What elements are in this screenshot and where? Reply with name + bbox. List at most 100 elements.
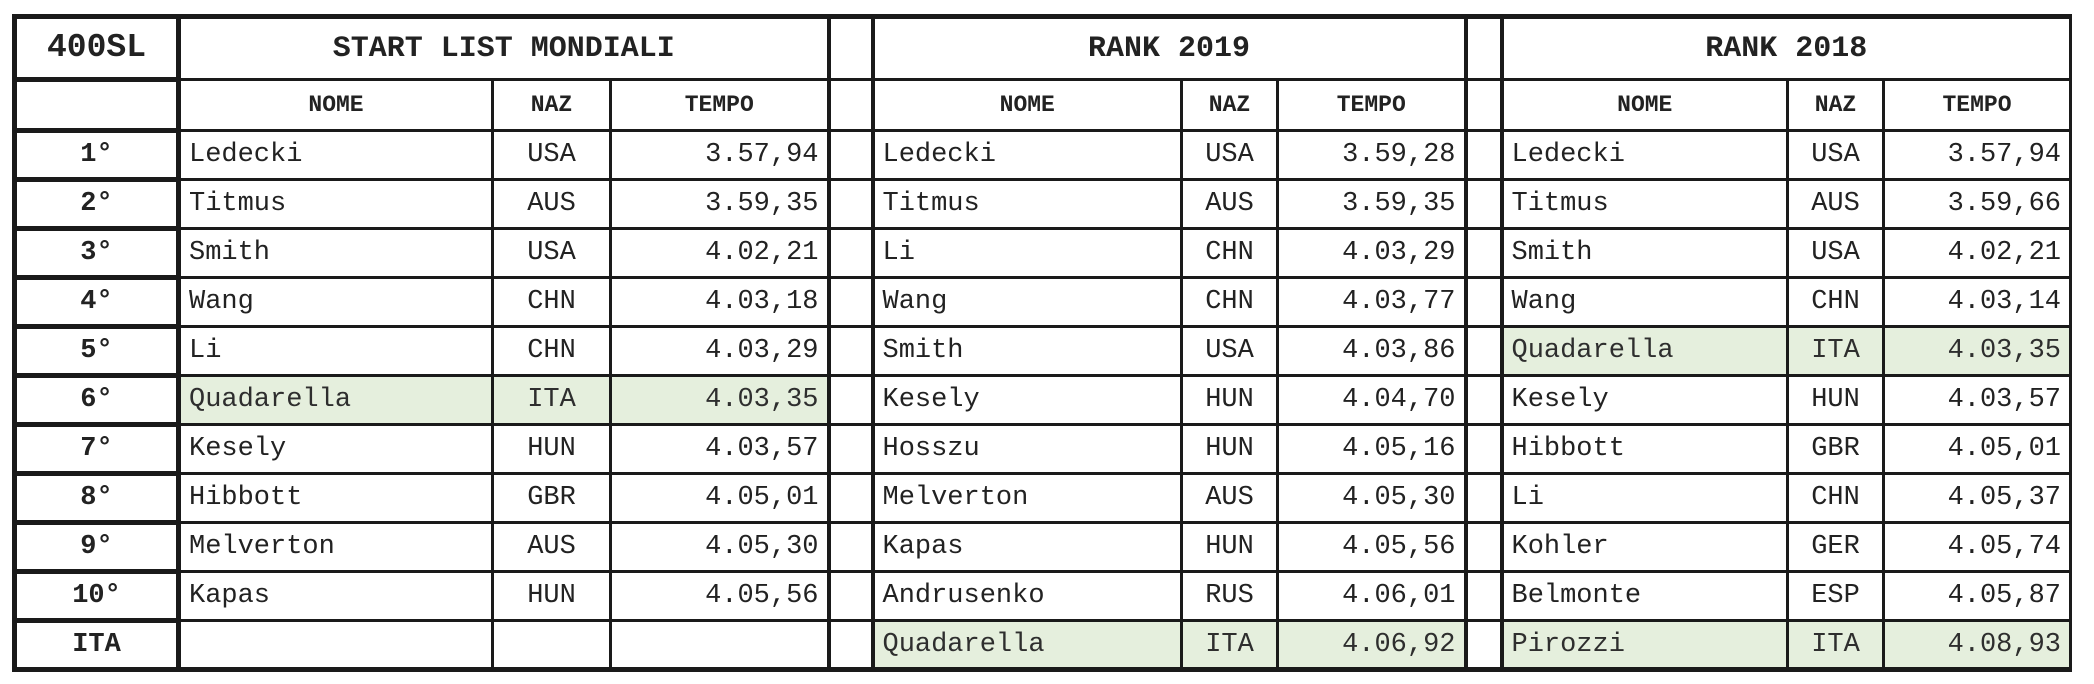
rank2018-tempo-cell: 4.03,57 xyxy=(1882,374,2072,426)
rank2019-nome-cell: Titmus xyxy=(871,178,1183,230)
rank2018-nome-cell: Kohler xyxy=(1500,521,1789,573)
separator-cell xyxy=(1463,129,1504,181)
rank2019-naz-cell: HUN xyxy=(1180,423,1279,475)
rank2018-naz-cell: GER xyxy=(1786,521,1885,573)
rank2019-tempo-cell: 4.05,16 xyxy=(1276,423,1467,475)
rank2018-tempo-cell: 4.05,01 xyxy=(1882,423,2072,475)
rank2018-tempo-cell: 4.02,21 xyxy=(1882,227,2072,279)
rank2018-nome-cell: Pirozzi xyxy=(1500,619,1789,672)
start-tempo-cell: 3.57,94 xyxy=(609,129,830,181)
separator-cell xyxy=(826,227,875,279)
rank2018-naz-cell: HUN xyxy=(1786,374,1885,426)
separator-cell xyxy=(826,78,875,132)
separator-cell xyxy=(1463,178,1504,230)
rank2019-nome-cell: Kapas xyxy=(871,521,1183,573)
start-naz-cell: HUN xyxy=(491,570,612,622)
start-naz-cell: ITA xyxy=(491,374,612,426)
rank2018-naz-cell: CHN xyxy=(1786,276,1885,328)
header-naz-2019: NAZ xyxy=(1180,78,1279,132)
section-title-start-list: START LIST MONDIALI xyxy=(177,14,830,81)
rank2019-nome-cell: Quadarella xyxy=(871,619,1183,672)
header-nome-start: NOME xyxy=(177,78,494,132)
header-naz-start: NAZ xyxy=(491,78,612,132)
header-nome-2019: NOME xyxy=(871,78,1183,132)
separator-cell xyxy=(1463,619,1504,672)
start-tempo-cell: 4.03,57 xyxy=(609,423,830,475)
position-cell: 3° xyxy=(12,226,181,280)
start-tempo-cell xyxy=(609,619,830,672)
rank2019-nome-cell: Smith xyxy=(871,325,1183,377)
table-row: 10° Kapas HUN 4.05,56 Andrusenko RUS 4.06,01 Be… xyxy=(12,569,2072,623)
rank2018-nome-cell: Smith xyxy=(1500,227,1789,279)
rank2018-nome-cell: Hibbott xyxy=(1500,423,1789,475)
rank2018-nome-cell: Belmonte xyxy=(1500,570,1789,622)
separator-cell xyxy=(826,374,875,426)
table-row: ITA Quadarella ITA 4.06,92 Pirozzi ITA 4.08,93 xyxy=(12,618,2072,672)
header-nome-2018: NOME xyxy=(1500,78,1789,132)
rank2019-tempo-cell: 4.06,92 xyxy=(1276,619,1467,672)
rank2019-nome-cell: Kesely xyxy=(871,374,1183,426)
rank2019-naz-cell: USA xyxy=(1180,129,1279,181)
position-cell: 4° xyxy=(12,275,181,329)
start-nome-cell: Kapas xyxy=(177,570,494,622)
rank2019-naz-cell: RUS xyxy=(1180,570,1279,622)
start-tempo-cell: 4.03,29 xyxy=(609,325,830,377)
rank2018-naz-cell: ESP xyxy=(1786,570,1885,622)
rank2018-tempo-cell: 3.59,66 xyxy=(1882,178,2072,230)
rank2018-nome-cell: Titmus xyxy=(1500,178,1789,230)
header-row: NOME NAZ TEMPO NOME NAZ TEMPO NOME NAZ T… xyxy=(12,77,2072,133)
start-naz-cell: USA xyxy=(491,129,612,181)
rank2019-tempo-cell: 4.04,70 xyxy=(1276,374,1467,426)
start-nome-cell: Melverton xyxy=(177,521,494,573)
start-nome-cell: Kesely xyxy=(177,423,494,475)
rank2019-naz-cell: AUS xyxy=(1180,472,1279,524)
separator-cell xyxy=(826,325,875,377)
start-tempo-cell: 4.02,21 xyxy=(609,227,830,279)
table-row: 1° Ledecki USA 3.57,94 Ledecki USA 3.59,28 Lede… xyxy=(12,128,2072,182)
rank2019-tempo-cell: 4.06,01 xyxy=(1276,570,1467,622)
start-naz-cell: CHN xyxy=(491,276,612,328)
table-row: 9° Melverton AUS 4.05,30 Kapas HUN 4.05,56 Kohl… xyxy=(12,520,2072,574)
start-naz-cell: USA xyxy=(491,227,612,279)
rank2019-tempo-cell: 4.03,86 xyxy=(1276,325,1467,377)
header-tempo-2018: TEMPO xyxy=(1882,78,2072,132)
position-cell: 9° xyxy=(12,520,181,574)
separator-cell xyxy=(826,129,875,181)
separator-cell xyxy=(1463,423,1504,475)
separator-cell xyxy=(1463,570,1504,622)
rank2019-nome-cell: Wang xyxy=(871,276,1183,328)
start-naz-cell xyxy=(491,619,612,672)
rank2018-nome-cell: Ledecki xyxy=(1500,129,1789,181)
start-nome-cell: Quadarella xyxy=(177,374,494,426)
rank2019-tempo-cell: 4.03,29 xyxy=(1276,227,1467,279)
rank2018-nome-cell: Li xyxy=(1500,472,1789,524)
start-tempo-cell: 4.03,18 xyxy=(609,276,830,328)
separator-cell xyxy=(1463,78,1504,132)
start-nome-cell: Hibbott xyxy=(177,472,494,524)
start-tempo-cell: 4.05,30 xyxy=(609,521,830,573)
position-cell: 8° xyxy=(12,471,181,525)
start-nome-cell: Ledecki xyxy=(177,129,494,181)
header-naz-2018: NAZ xyxy=(1786,78,1885,132)
rank2019-naz-cell: USA xyxy=(1180,325,1279,377)
position-cell: 6° xyxy=(12,373,181,427)
rank2019-naz-cell: ITA xyxy=(1180,619,1279,672)
header-tempo-2019: TEMPO xyxy=(1276,78,1467,132)
table-body: 400SL START LIST MONDIALI RANK 2019 RANK… xyxy=(12,14,2072,672)
rank2019-nome-cell: Ledecki xyxy=(871,129,1183,181)
table-row: 2° Titmus AUS 3.59,35 Titmus AUS 3.59,35 Titmus… xyxy=(12,177,2072,231)
rank2019-tempo-cell: 3.59,28 xyxy=(1276,129,1467,181)
start-tempo-cell: 3.59,35 xyxy=(609,178,830,230)
title-row: 400SL START LIST MONDIALI RANK 2019 RANK… xyxy=(12,14,2072,82)
rank2018-naz-cell: USA xyxy=(1786,129,1885,181)
rank2019-naz-cell: HUN xyxy=(1180,374,1279,426)
rank2018-tempo-cell: 4.05,87 xyxy=(1882,570,2072,622)
start-naz-cell: HUN xyxy=(491,423,612,475)
rank2019-naz-cell: HUN xyxy=(1180,521,1279,573)
separator-cell xyxy=(826,570,875,622)
rank2018-nome-cell: Quadarella xyxy=(1500,325,1789,377)
separator-cell xyxy=(826,14,875,81)
rank2019-tempo-cell: 3.59,35 xyxy=(1276,178,1467,230)
start-naz-cell: GBR xyxy=(491,472,612,524)
rank2018-tempo-cell: 3.57,94 xyxy=(1882,129,2072,181)
